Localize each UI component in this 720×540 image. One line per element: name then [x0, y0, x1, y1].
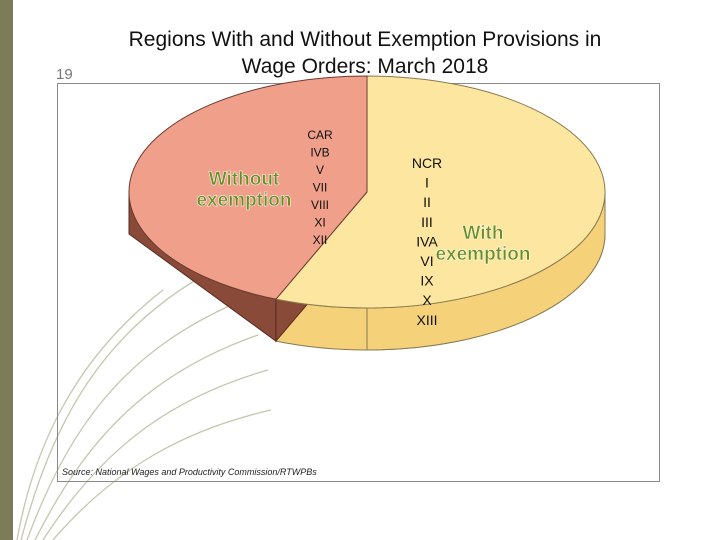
page-title: Regions With and Without Exemption Provi… [40, 26, 690, 80]
left-accent-bar [0, 0, 13, 540]
with-region: XIII [416, 312, 437, 328]
label-without-exemption: Without exemption [196, 169, 291, 211]
with-region: III [421, 214, 433, 230]
slide-number: 19 [56, 66, 73, 83]
with-region: VI [420, 253, 433, 269]
with-region: I [425, 175, 429, 191]
with-region: II [423, 194, 431, 210]
label-with-exemption: With exemption [435, 223, 530, 265]
without-region: XII [313, 233, 328, 247]
pie-slice-without [128, 75, 368, 300]
with-region: NCR [412, 155, 442, 171]
without-region: CAR [307, 128, 333, 142]
pie-slice-with [274, 75, 606, 309]
without-region: V [316, 163, 324, 177]
background-swirl-decoration [16, 269, 272, 540]
without-region: VII [313, 181, 328, 195]
title-line-2: Wage Orders: March 2018 [241, 55, 489, 78]
title-line-1: Regions With and Without Exemption Provi… [128, 28, 602, 51]
without-region: IVB [310, 146, 329, 160]
with-region: IVA [416, 233, 438, 249]
without-region: VIII [311, 198, 329, 212]
with-region: X [422, 292, 432, 308]
with-region: IX [420, 273, 434, 289]
without-region: XI [314, 216, 325, 230]
source-note: Source: National Wages and Productivity … [62, 467, 317, 477]
